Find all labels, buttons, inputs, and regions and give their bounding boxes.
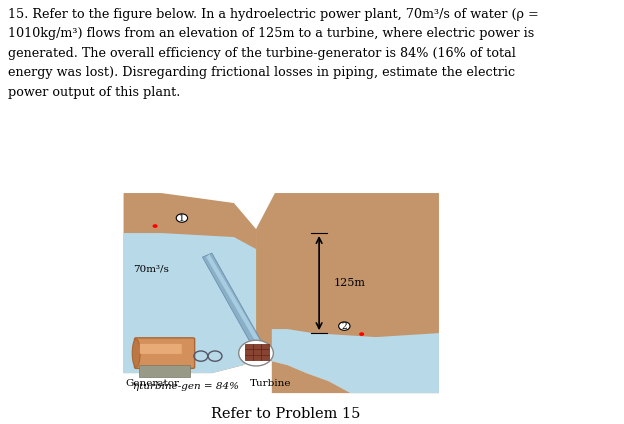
Polygon shape <box>206 254 261 345</box>
Circle shape <box>359 332 364 336</box>
Text: Refer to Problem 15: Refer to Problem 15 <box>211 407 360 421</box>
Polygon shape <box>202 253 262 347</box>
Ellipse shape <box>132 339 140 367</box>
Text: Generator: Generator <box>125 379 179 388</box>
FancyBboxPatch shape <box>140 344 182 354</box>
Text: Turbine: Turbine <box>250 379 291 388</box>
Polygon shape <box>124 233 256 373</box>
Bar <box>139 365 190 377</box>
Text: 1: 1 <box>179 214 185 223</box>
Circle shape <box>153 224 158 228</box>
Text: 70m³/s: 70m³/s <box>133 265 169 273</box>
Bar <box>245 344 269 360</box>
Text: 15. Refer to the figure below. In a hydroelectric power plant, 70m³/s of water (: 15. Refer to the figure below. In a hydr… <box>8 8 539 99</box>
Circle shape <box>176 214 188 222</box>
Text: 125m: 125m <box>333 278 365 288</box>
FancyBboxPatch shape <box>124 193 439 393</box>
Polygon shape <box>272 361 351 393</box>
FancyBboxPatch shape <box>135 338 195 368</box>
Text: ηturbine-gen = 84%: ηturbine-gen = 84% <box>133 382 239 391</box>
Circle shape <box>339 322 350 330</box>
Polygon shape <box>272 329 439 393</box>
Text: 2: 2 <box>341 321 347 331</box>
Circle shape <box>239 340 273 366</box>
Polygon shape <box>256 193 439 393</box>
Polygon shape <box>124 193 256 393</box>
